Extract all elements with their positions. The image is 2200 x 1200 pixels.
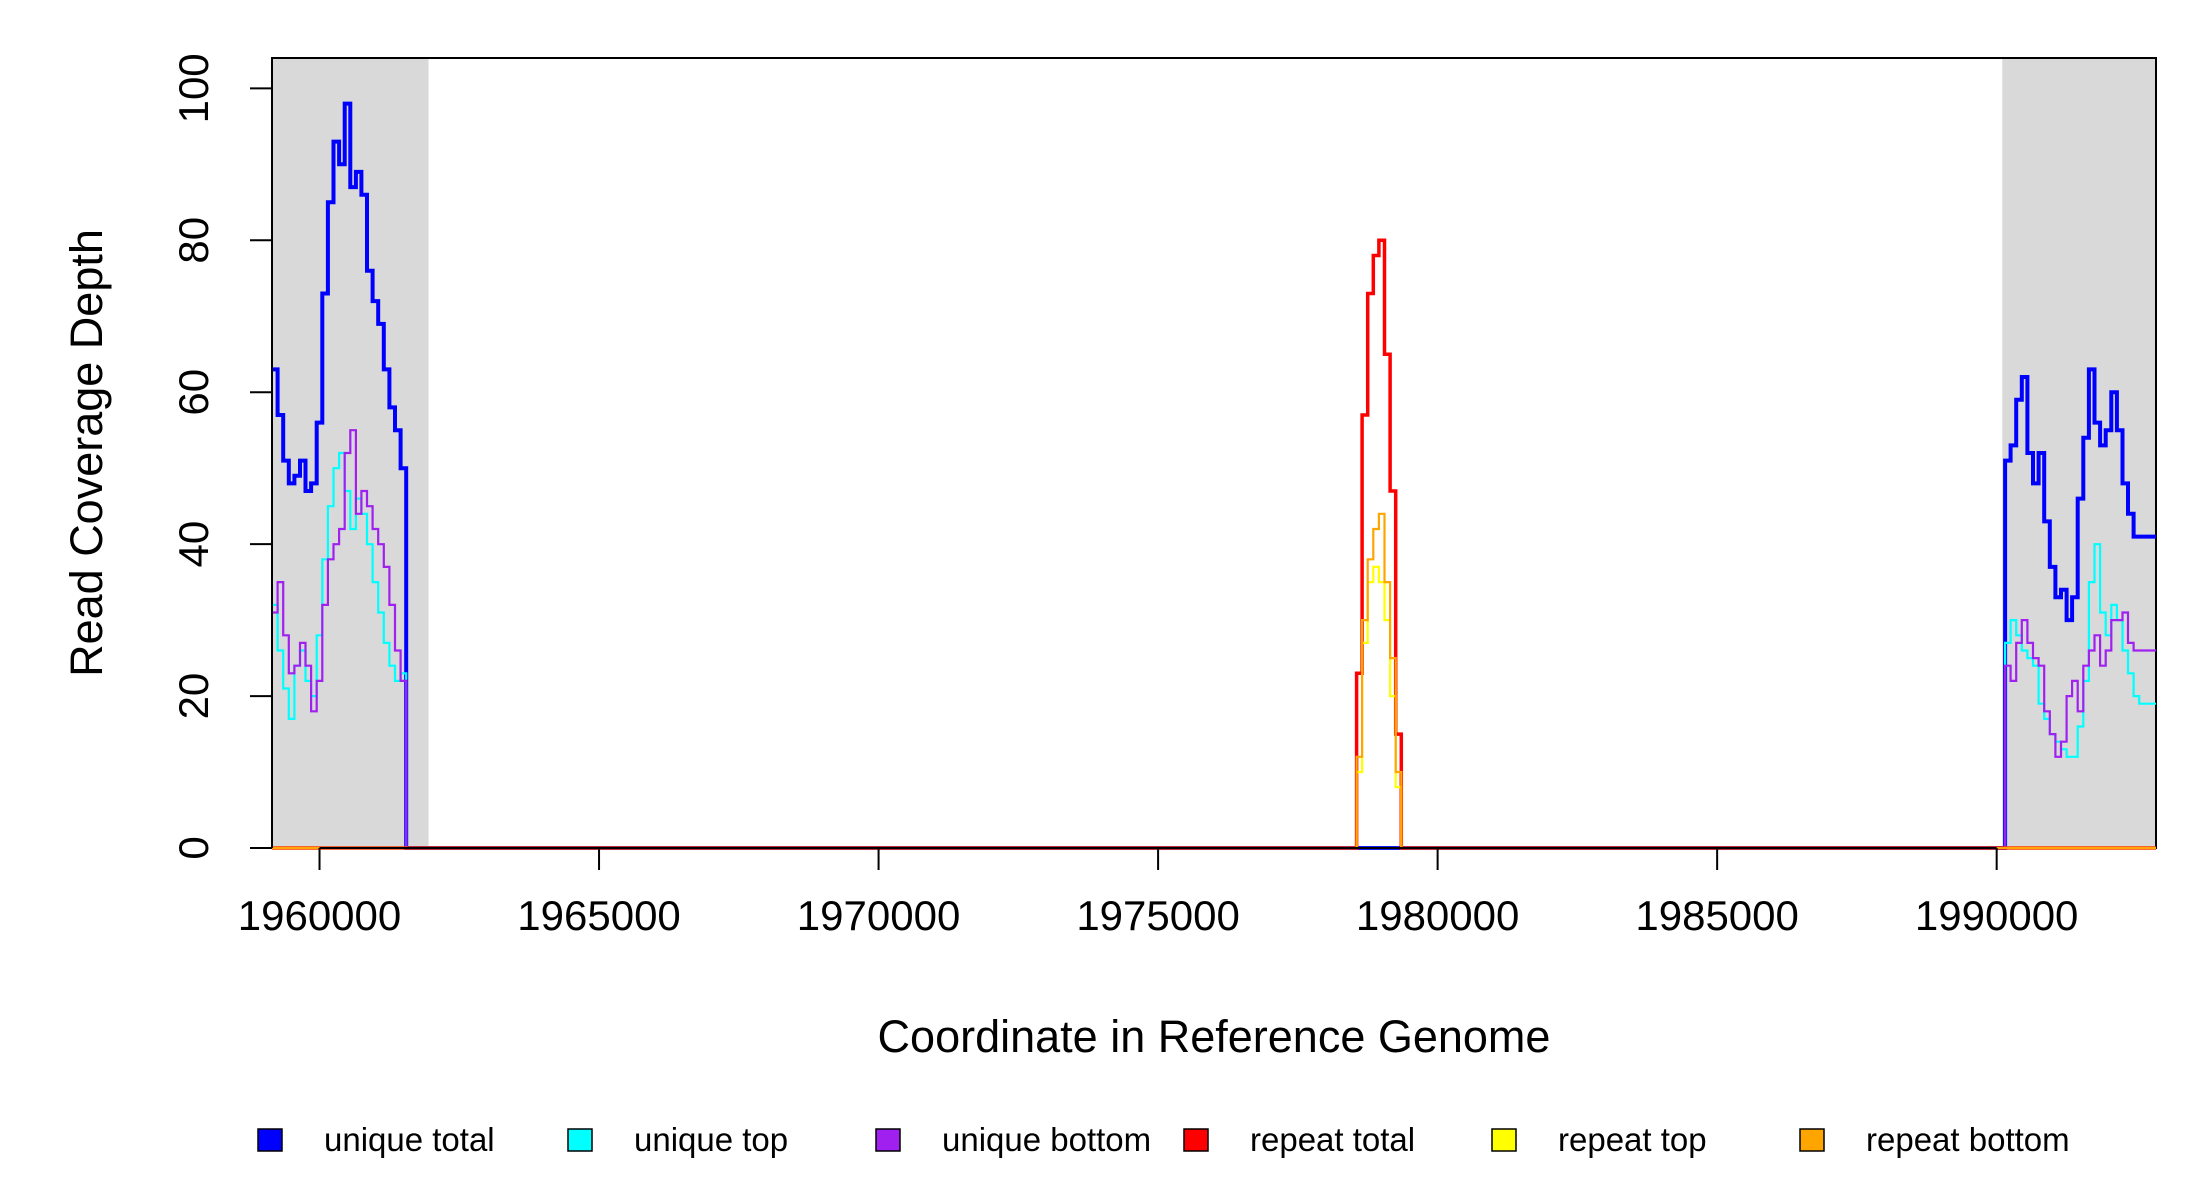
legend-label-unique-total: unique total <box>324 1121 495 1158</box>
series-unique-total <box>272 101 2156 850</box>
series-unique-bottom <box>272 429 2156 850</box>
y-axis: 0 20 40 60 80 100 <box>170 53 273 860</box>
shaded-region-2 <box>2002 58 2156 848</box>
series-lines <box>272 101 2156 850</box>
legend-label-repeat-top: repeat top <box>1558 1121 1707 1158</box>
x-tick-label: 1985000 <box>1635 892 1799 939</box>
y-tick-label: 60 <box>170 369 217 416</box>
legend-swatch-unique-top <box>567 1128 593 1152</box>
y-tick-label: 100 <box>170 53 217 123</box>
shaded-regions <box>272 58 2156 848</box>
x-axis: 1960000 1965000 1970000 1975000 1980000 19850… <box>238 847 2079 939</box>
x-tick-label: 1975000 <box>1076 892 1240 939</box>
legend-label-repeat-total: repeat total <box>1250 1121 1415 1158</box>
x-tick-label: 1980000 <box>1356 892 1520 939</box>
series-repeat-bottom <box>272 512 2156 850</box>
plot-frame <box>271 57 2157 849</box>
legend-swatch-unique-bottom <box>875 1128 901 1152</box>
x-tick-label: 1990000 <box>1915 892 2079 939</box>
legend: unique total unique top unique bottom repea… <box>257 1121 2070 1158</box>
x-axis-title: Coordinate in Reference Genome <box>878 1011 1551 1062</box>
x-tick-label: 1970000 <box>797 892 961 939</box>
y-tick-label: 20 <box>170 673 217 720</box>
series-repeat-total <box>272 238 2156 850</box>
legend-swatch-repeat-total <box>1183 1128 1209 1152</box>
series-unique-top <box>272 451 2156 850</box>
legend-swatch-unique-total <box>257 1128 283 1152</box>
y-tick-label: 40 <box>170 521 217 568</box>
legend-swatch-repeat-bottom <box>1799 1128 1825 1152</box>
y-tick-label: 0 <box>170 836 217 859</box>
x-tick-label: 1960000 <box>238 892 402 939</box>
y-axis-title: Read Coverage Depth <box>61 229 112 677</box>
legend-label-unique-top: unique top <box>634 1121 788 1158</box>
legend-label-unique-bottom: unique bottom <box>942 1121 1151 1158</box>
series-repeat-top <box>272 565 2156 850</box>
legend-swatch-repeat-top <box>1491 1128 1517 1152</box>
x-tick-label: 1965000 <box>517 892 681 939</box>
y-tick-label: 80 <box>170 217 217 264</box>
legend-label-repeat-bottom: repeat bottom <box>1866 1121 2070 1158</box>
